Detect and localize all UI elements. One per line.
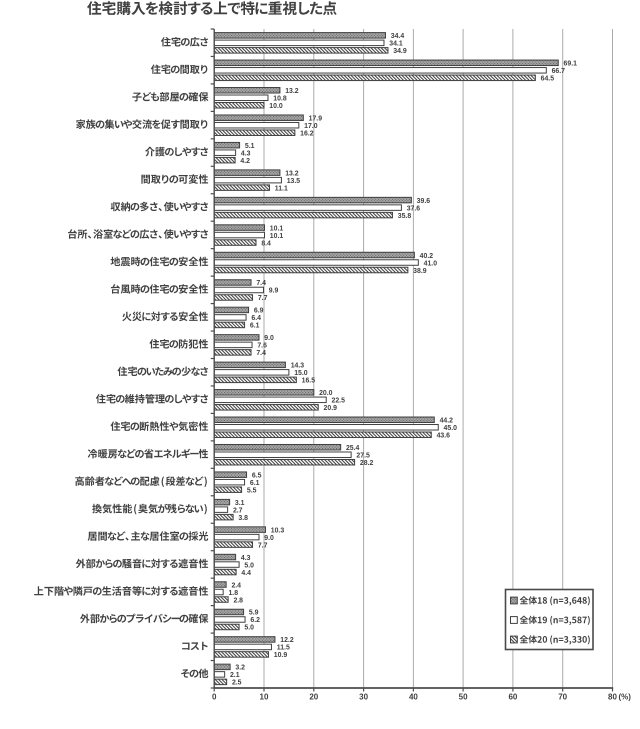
svg-text:6.2: 6.2 [250,617,260,624]
svg-text:2.1: 2.1 [230,672,240,679]
svg-text:16.5: 16.5 [302,378,316,385]
svg-text:10.1: 10.1 [270,225,284,232]
svg-text:5.0: 5.0 [244,562,254,569]
svg-text:2.4: 2.4 [231,582,241,589]
svg-text:(%): (%) [619,692,632,701]
svg-text:3.1: 3.1 [235,500,245,507]
svg-text:3.8: 3.8 [238,515,248,522]
svg-text:5.1: 5.1 [245,143,255,150]
svg-text:9.9: 9.9 [269,288,279,295]
svg-text:7.7: 7.7 [258,542,268,549]
svg-text:4.4: 4.4 [241,570,251,577]
svg-text:5.5: 5.5 [247,487,257,494]
svg-text:20.9: 20.9 [324,405,338,412]
svg-text:9.0: 9.0 [264,335,274,342]
svg-text:64.5: 64.5 [541,76,555,83]
svg-text:11.1: 11.1 [275,185,288,192]
svg-text:17.9: 17.9 [309,115,323,122]
svg-text:10.0: 10.0 [269,103,283,110]
svg-text:20: 20 [309,692,318,701]
svg-text:4.2: 4.2 [240,158,250,165]
svg-text:34.9: 34.9 [393,48,407,55]
svg-text:16.2: 16.2 [300,130,314,137]
svg-text:9.0: 9.0 [264,535,274,542]
svg-text:6.4: 6.4 [251,315,261,322]
svg-text:66.7: 66.7 [552,68,566,75]
svg-text:3.2: 3.2 [235,665,245,672]
svg-text:8.4: 8.4 [261,240,271,247]
svg-text:25.4: 25.4 [346,445,360,452]
svg-text:7.4: 7.4 [256,280,266,287]
svg-text:80: 80 [608,692,617,701]
svg-text:10.3: 10.3 [271,527,285,534]
svg-text:10: 10 [260,692,269,701]
svg-text:13.5: 13.5 [287,178,301,185]
svg-text:45.0: 45.0 [444,425,458,432]
svg-text:6.5: 6.5 [252,472,262,479]
svg-text:12.2: 12.2 [280,637,294,644]
svg-text:7.6: 7.6 [257,343,267,350]
svg-text:10.1: 10.1 [270,233,284,240]
svg-text:6.9: 6.9 [254,308,264,315]
svg-text:50: 50 [459,692,468,701]
svg-text:11.5: 11.5 [277,645,290,652]
svg-text:0: 0 [212,692,217,701]
svg-text:4.3: 4.3 [241,150,251,157]
svg-text:13.2: 13.2 [285,170,299,177]
svg-text:7.4: 7.4 [256,350,266,357]
svg-text:41.0: 41.0 [424,260,438,267]
svg-text:4.3: 4.3 [241,555,251,562]
svg-text:7.7: 7.7 [258,295,268,302]
svg-text:70: 70 [558,692,567,701]
svg-text:34.4: 34.4 [391,33,405,40]
svg-text:2.8: 2.8 [233,597,243,604]
svg-text:69.1: 69.1 [564,61,578,68]
svg-text:20.0: 20.0 [319,390,333,397]
svg-text:6.1: 6.1 [250,480,260,487]
svg-text:40.2: 40.2 [420,253,434,260]
svg-text:28.2: 28.2 [360,460,374,467]
svg-text:5.9: 5.9 [249,610,259,617]
svg-text:39.6: 39.6 [417,198,431,205]
svg-text:15.0: 15.0 [294,370,308,377]
svg-text:37.6: 37.6 [407,205,421,212]
svg-text:34.1: 34.1 [389,41,403,48]
svg-text:17.0: 17.0 [304,123,318,130]
svg-text:10.8: 10.8 [273,96,287,103]
svg-text:14.3: 14.3 [291,363,305,370]
svg-text:44.2: 44.2 [440,418,454,425]
svg-text:1.8: 1.8 [228,590,238,597]
svg-text:6.1: 6.1 [250,323,260,330]
svg-text:2.5: 2.5 [232,680,242,687]
svg-text:22.5: 22.5 [332,398,346,405]
svg-text:43.6: 43.6 [437,433,451,440]
svg-text:27.5: 27.5 [356,452,370,459]
svg-text:30: 30 [359,692,368,701]
svg-text:35.8: 35.8 [398,213,412,220]
svg-text:10.9: 10.9 [274,652,288,659]
svg-text:2.7: 2.7 [233,507,243,514]
svg-text:60: 60 [508,692,517,701]
svg-text:38.9: 38.9 [413,268,427,275]
svg-text:5.0: 5.0 [244,625,254,632]
svg-text:40: 40 [409,692,418,701]
svg-text:13.2: 13.2 [285,88,299,95]
